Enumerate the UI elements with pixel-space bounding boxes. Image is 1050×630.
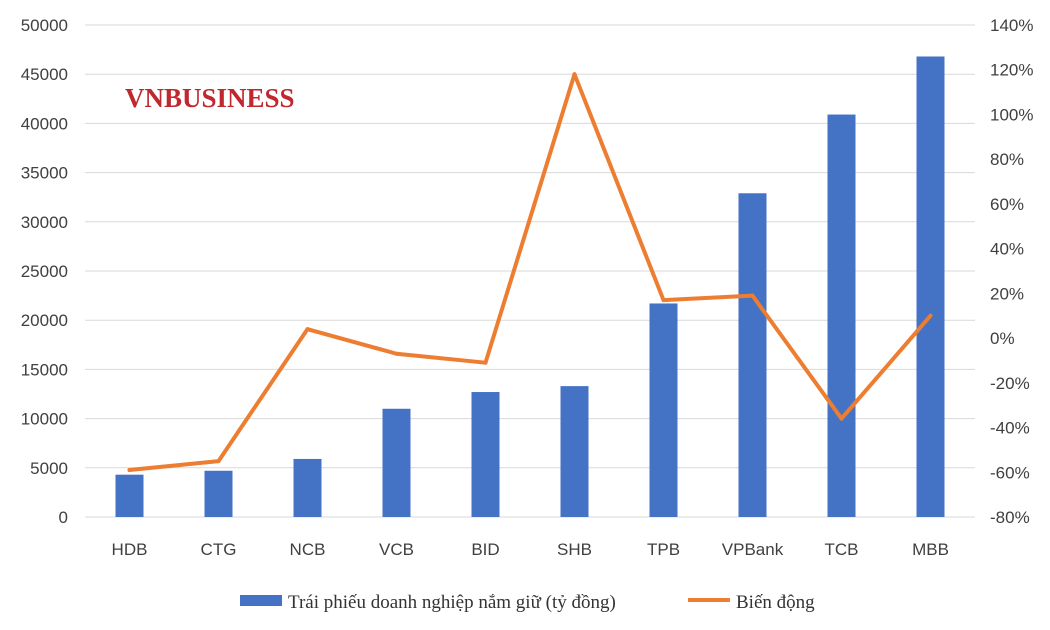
right-axis-tick-label: 120% xyxy=(990,61,1033,80)
left-axis-ticks: 0 5000 10000 15000 20000 25000 30000 35000 40000… xyxy=(21,16,68,527)
category-label: HDB xyxy=(112,540,148,559)
legend: Trái phiếu doanh nghiệp nắm giữ (tỷ đồng… xyxy=(240,592,815,613)
category-label: VCB xyxy=(379,540,414,559)
left-axis-tick-label: 50000 xyxy=(21,16,68,35)
left-axis-tick-label: 40000 xyxy=(21,114,68,133)
right-axis-tick-label: -60% xyxy=(990,463,1030,482)
right-axis-tick-label: -80% xyxy=(990,508,1030,527)
bar xyxy=(560,386,589,517)
line-series-path xyxy=(127,72,933,473)
right-axis-tick-label: -20% xyxy=(990,374,1030,393)
line-point xyxy=(305,327,310,332)
right-axis-tick-label: 20% xyxy=(990,284,1024,303)
bar xyxy=(649,303,678,517)
line-point xyxy=(572,72,577,77)
line-point xyxy=(483,360,488,365)
line-series xyxy=(127,72,933,473)
gridlines xyxy=(85,24,975,518)
left-axis-tick-label: 15000 xyxy=(21,360,68,379)
category-label: BID xyxy=(471,540,499,559)
line-point xyxy=(750,293,755,298)
right-axis-tick-label: 0% xyxy=(990,329,1015,348)
right-axis-tick-label: 140% xyxy=(990,16,1033,35)
category-label: NCB xyxy=(290,540,326,559)
bar xyxy=(738,193,767,517)
legend-bar-label: Trái phiếu doanh nghiệp nắm giữ (tỷ đồng… xyxy=(288,592,616,613)
legend-line-label: Biến động xyxy=(736,592,815,613)
left-axis-tick-label: 25000 xyxy=(21,262,68,281)
category-axis-labels: HDB CTG NCB VCB BID SHB TPB VPBank TCB MBB xyxy=(112,540,949,559)
category-label: MBB xyxy=(912,540,949,559)
right-axis-tick-label: 80% xyxy=(990,150,1024,169)
line-point xyxy=(394,351,399,356)
left-axis-tick-label: 45000 xyxy=(21,65,68,84)
left-axis-tick-label: 10000 xyxy=(21,410,68,429)
right-axis-tick-label: 40% xyxy=(990,240,1024,259)
line-point xyxy=(928,313,933,318)
bar xyxy=(115,474,144,517)
right-axis-tick-label: 100% xyxy=(990,105,1033,124)
bar xyxy=(827,114,856,517)
bar xyxy=(293,458,322,517)
category-label: VPBank xyxy=(722,540,784,559)
bar xyxy=(916,56,945,517)
bar xyxy=(382,408,411,517)
bar xyxy=(471,392,500,517)
line-point xyxy=(127,468,132,473)
line-point xyxy=(839,416,844,421)
bar xyxy=(204,470,233,517)
left-axis-tick-label: 0 xyxy=(59,508,68,527)
category-label: SHB xyxy=(557,540,592,559)
category-label: CTG xyxy=(201,540,237,559)
left-axis-tick-label: 30000 xyxy=(21,213,68,232)
line-point xyxy=(216,459,221,464)
right-axis-tick-label: -40% xyxy=(990,419,1030,438)
bar-series xyxy=(115,56,945,517)
left-axis-tick-label: 35000 xyxy=(21,164,68,183)
line-point xyxy=(661,298,666,303)
legend-bar-swatch xyxy=(240,595,282,606)
right-axis-tick-label: 60% xyxy=(990,195,1024,214)
left-axis-tick-label: 5000 xyxy=(30,459,68,478)
watermark-logo: VNBUSINESS xyxy=(125,83,295,113)
category-label: TPB xyxy=(647,540,680,559)
right-axis-ticks: -80% -60% -40% -20% 0% 20% 40% 60% 80% 100% 120% 14… xyxy=(990,16,1033,527)
left-axis-tick-label: 20000 xyxy=(21,311,68,330)
category-label: TCB xyxy=(825,540,859,559)
